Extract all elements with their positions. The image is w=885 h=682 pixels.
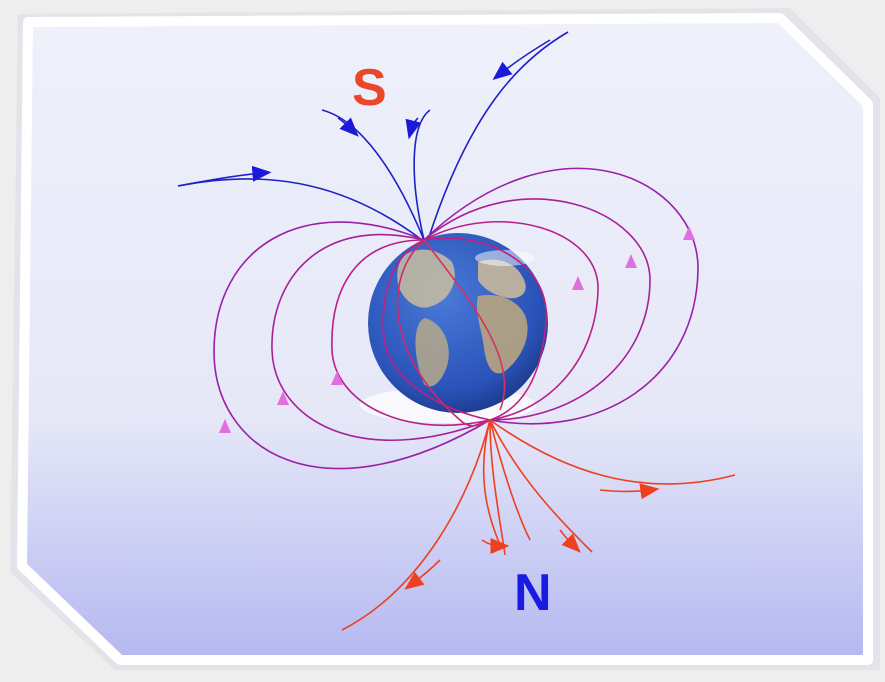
field-loops	[213, 167, 699, 470]
field-arrow-icon	[572, 276, 584, 290]
earth-globe-icon	[360, 233, 548, 423]
north-pole-label: N	[514, 564, 552, 622]
field-arrow-icon	[277, 391, 289, 405]
field-arrow-icon	[219, 419, 231, 433]
field-lines-south	[177, 31, 569, 241]
field-arrow-icon	[625, 254, 637, 268]
field-lines-north	[341, 419, 736, 631]
field-arrows	[219, 226, 695, 433]
south-pole-label: S	[352, 59, 387, 117]
field-arrow-icon	[331, 371, 343, 385]
field-arrow-icon	[683, 226, 695, 240]
